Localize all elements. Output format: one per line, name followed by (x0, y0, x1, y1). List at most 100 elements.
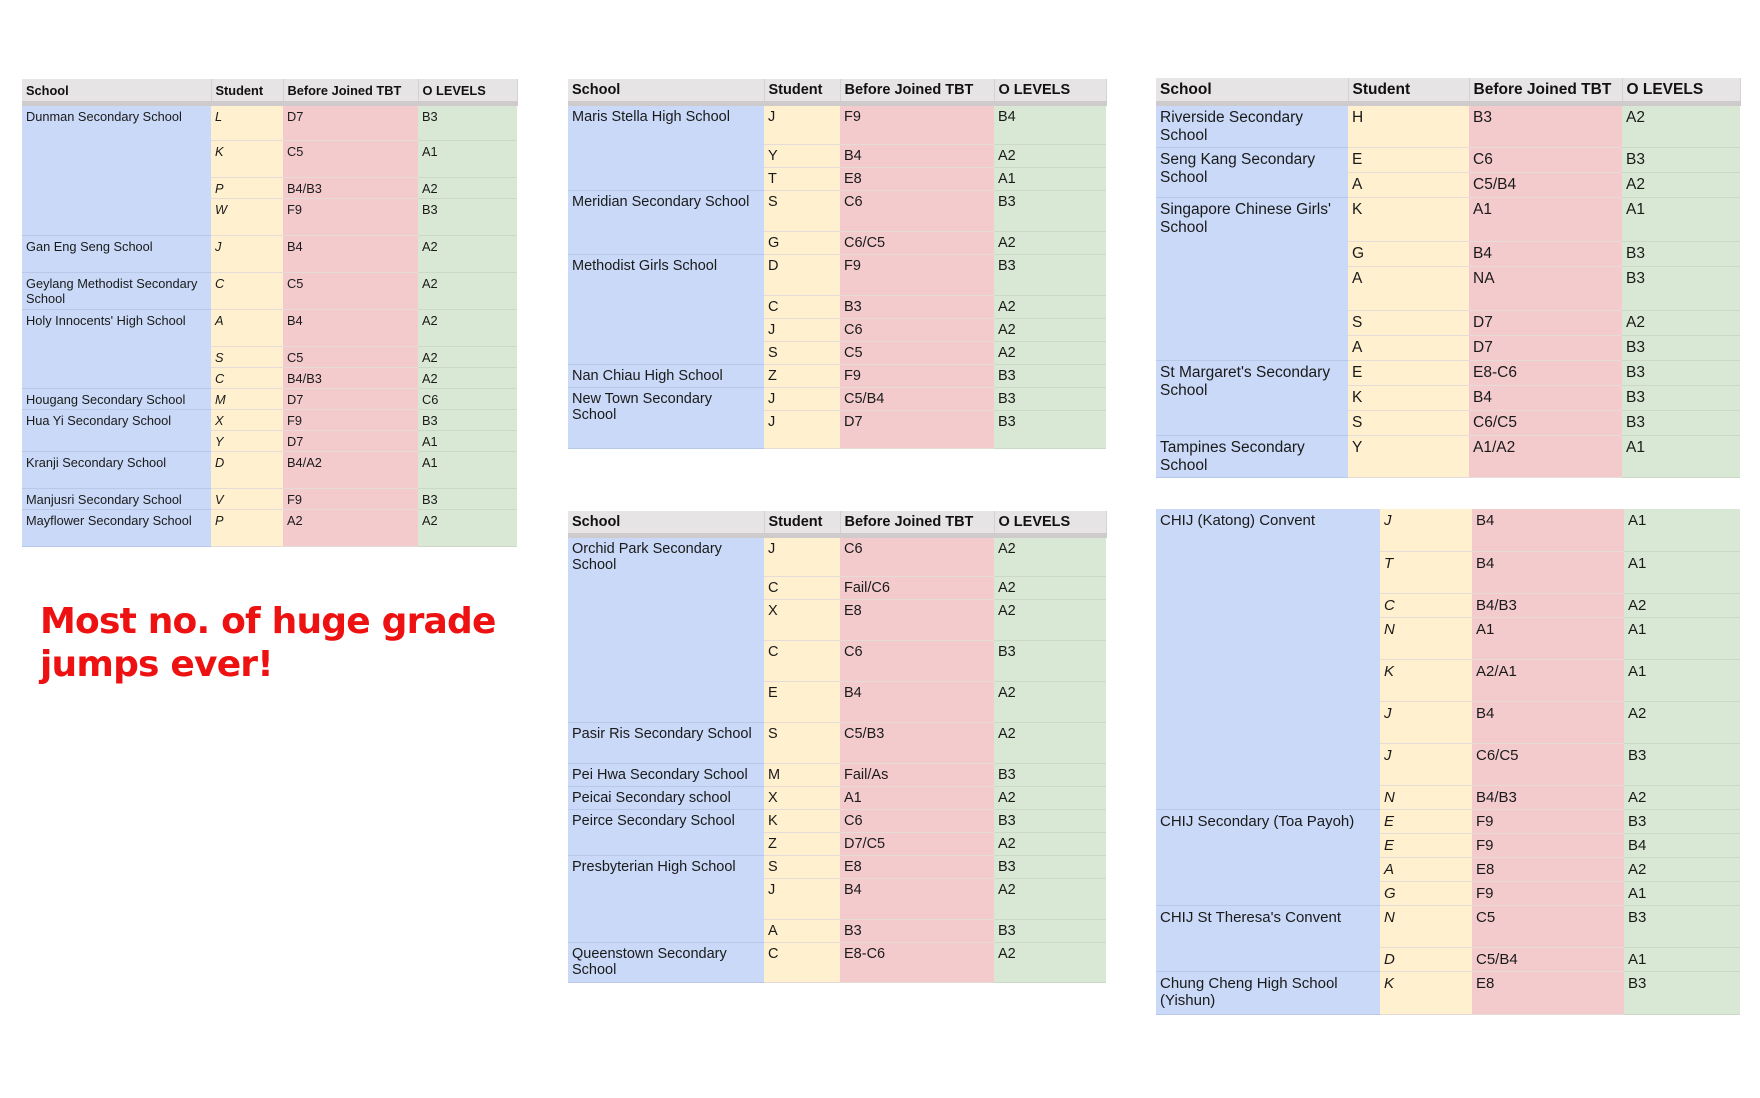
table-row: E B4 A2 (568, 681, 1106, 723)
header-school: School (568, 79, 765, 106)
table-row: Peicai Secondary school X A1 A2 (568, 786, 1106, 810)
before-cell: B4 (1472, 701, 1624, 744)
school-cell: Nan Chiau High School (568, 364, 764, 388)
olevel-cell: A1 (1624, 509, 1740, 552)
before-cell: B4 (1469, 241, 1622, 267)
olevel-cell: B3 (1622, 147, 1740, 173)
table-row: Riverside Secondary School H B3 A2 (1156, 103, 1740, 148)
table-row: Geylang Methodist Secondary School C C5 A2 (22, 272, 517, 310)
before-cell: C5 (283, 346, 418, 368)
student-cell: T (764, 167, 840, 191)
before-cell: E8 (1472, 971, 1624, 1015)
before-cell: B4 (1472, 551, 1624, 594)
table-row: J B4 A2 (568, 878, 1106, 920)
table-row: D C5/B4 A1 (1156, 947, 1740, 972)
olevel-cell: B3 (1624, 971, 1740, 1015)
student-cell: C (211, 367, 283, 389)
before-cell: C6 (840, 809, 994, 833)
table-row: C B4/B3 A2 (22, 367, 517, 389)
olevel-cell: A2 (994, 295, 1106, 319)
student-cell: J (764, 387, 840, 411)
school-cell: CHIJ (Katong) Convent (1156, 509, 1380, 810)
header-school: School (568, 511, 765, 538)
table-row: K C5 A1 (22, 140, 517, 178)
school-cell: Chung Cheng High School (Yishun) (1156, 971, 1380, 1015)
headline-line-2: jumps ever! (40, 644, 274, 685)
header-before: Before Joined TBT (840, 511, 995, 538)
olevel-cell: A1 (418, 430, 517, 452)
school-cell: Riverside Secondary School (1156, 103, 1348, 148)
before-cell: F9 (840, 103, 994, 145)
table-row: J B4 A2 (1156, 701, 1740, 744)
olevel-cell: A2 (1622, 310, 1740, 336)
student-cell: S (764, 341, 840, 365)
before-cell: F9 (283, 198, 418, 236)
before-cell: B3 (840, 295, 994, 319)
before-cell: B4 (1472, 509, 1624, 552)
school-cell: Presbyterian High School (568, 855, 764, 943)
header-before: Before Joined TBT (840, 79, 995, 106)
olevel-cell: A2 (1622, 103, 1740, 148)
olevel-cell: B4 (1624, 833, 1740, 858)
header-student: Student (764, 79, 841, 106)
school-cell: Mayflower Secondary School (22, 509, 211, 547)
table-row: C Fail/C6 A2 (568, 576, 1106, 600)
student-cell: A (764, 919, 840, 943)
olevel-cell: A1 (1624, 659, 1740, 702)
table-row: New Town Secondary School J C5/B4 B3 (568, 387, 1106, 449)
olevel-cell: A2 (418, 177, 517, 199)
before-cell: E8-C6 (1469, 360, 1622, 386)
header-olevels: O LEVELS (418, 79, 518, 106)
table-row: N A1 A1 (1156, 617, 1740, 660)
school-cell: Pei Hwa Secondary School (568, 763, 764, 787)
table-row: A B3 B3 (568, 919, 1106, 943)
table-row: G C6/C5 A2 (568, 231, 1106, 255)
olevel-cell: B3 (1622, 360, 1740, 386)
school-cell: Pasir Ris Secondary School (568, 722, 764, 764)
school-cell: New Town Secondary School (568, 387, 764, 449)
table-row: W F9 B3 (22, 198, 517, 236)
student-cell: X (764, 786, 840, 810)
olevel-cell: A2 (1622, 172, 1740, 198)
student-cell: D (1380, 947, 1472, 972)
before-cell: B3 (1469, 103, 1622, 148)
before-cell: D7 (283, 103, 418, 141)
table-row: A D7 B3 (1156, 335, 1740, 361)
school-cell: St Margaret's Secondary School (1156, 360, 1348, 436)
before-cell: B4 (283, 235, 418, 273)
student-cell: E (1348, 360, 1469, 386)
table-row: CHIJ St Theresa's Convent N C5 B3 (1156, 905, 1740, 972)
table-row: Orchid Park Secondary School J C6 A2 (568, 535, 1106, 723)
before-cell: B4 (840, 681, 994, 723)
student-cell: W (211, 198, 283, 236)
table-row: Hougang Secondary School M D7 C6 (22, 388, 517, 410)
student-cell: S (211, 346, 283, 368)
olevel-cell: B3 (1622, 241, 1740, 267)
olevel-cell: A1 (1624, 551, 1740, 594)
olevel-cell: A1 (994, 167, 1106, 191)
table-row: G B4 B3 (1156, 241, 1740, 267)
table-header-row: School Student Before Joined TBT O LEVEL… (568, 511, 1107, 538)
student-cell: S (1348, 410, 1469, 436)
student-cell: N (1380, 905, 1472, 948)
before-cell: A2/A1 (1472, 659, 1624, 702)
before-cell: C6 (1469, 147, 1622, 173)
olevel-cell: B3 (994, 809, 1106, 833)
header-olevels: O LEVELS (1622, 78, 1741, 106)
before-cell: B4/B3 (1472, 785, 1624, 810)
headline-line-1: Most no. of huge grade (40, 601, 496, 642)
olevel-cell: B3 (994, 190, 1106, 232)
before-cell: D7 (283, 430, 418, 452)
before-cell: A1 (1469, 197, 1622, 242)
student-cell: K (764, 809, 840, 833)
student-cell: S (1348, 310, 1469, 336)
student-cell: S (764, 190, 840, 232)
olevel-cell: A1 (1624, 881, 1740, 906)
table-row: S C5 A2 (568, 341, 1106, 365)
school-cell: Holy Innocents' High School (22, 309, 211, 389)
before-cell: C5 (840, 341, 994, 365)
table-row: Dunman Secondary School L D7 B3 (22, 103, 517, 236)
student-cell: G (764, 231, 840, 255)
olevel-cell: A2 (1624, 785, 1740, 810)
before-cell: F9 (1472, 833, 1624, 858)
